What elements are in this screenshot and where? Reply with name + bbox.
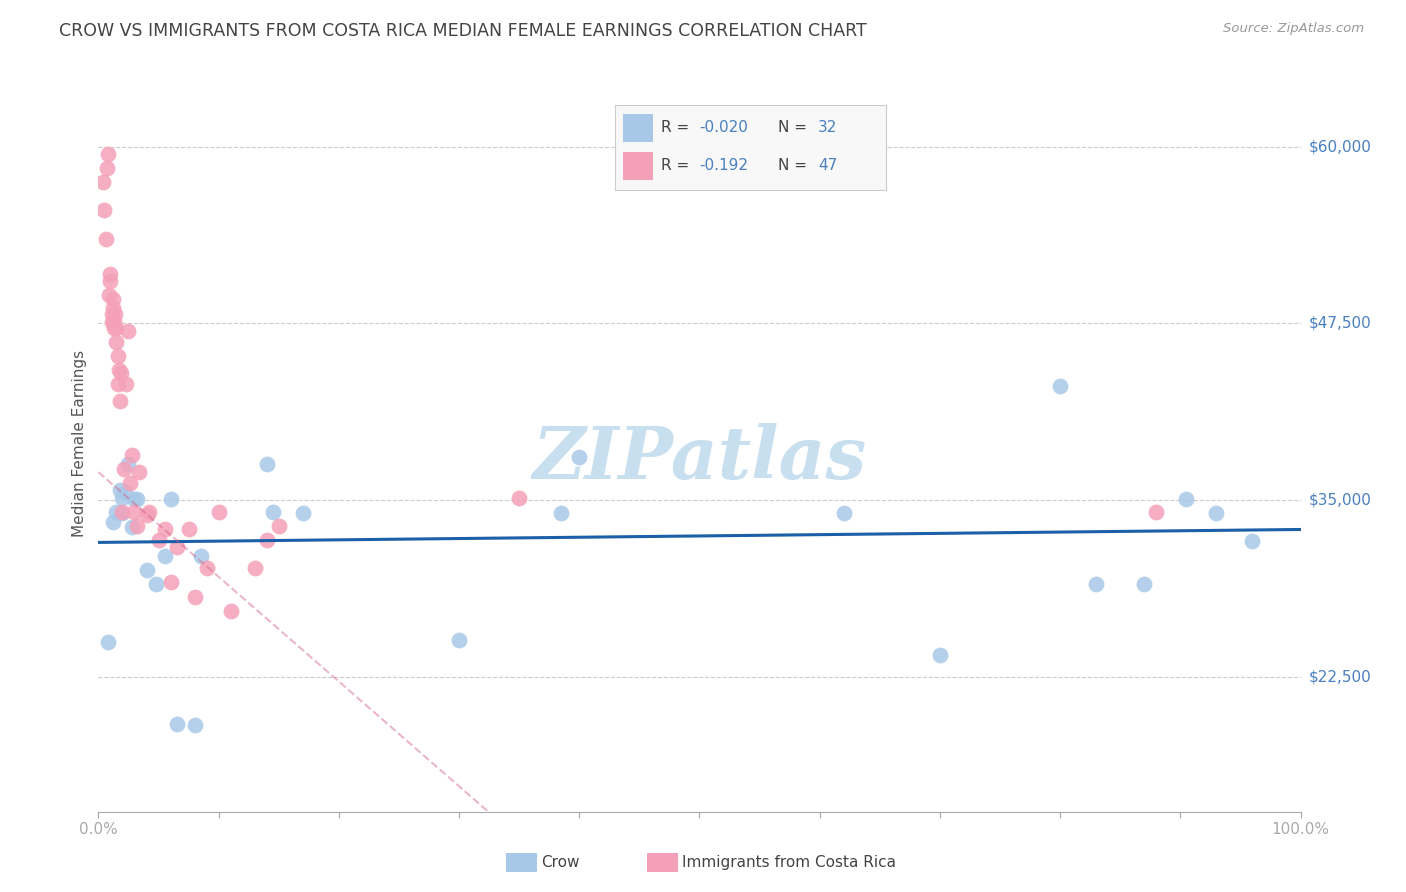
Point [183,718,205,732]
Point [91,175,114,189]
Point [121,520,143,534]
Text: $47,500: $47,500 [1309,316,1372,331]
Point [508,491,530,505]
Point [1241,534,1264,549]
Point [135,563,157,577]
Point [550,506,572,520]
Point [145,577,167,591]
Point [219,604,242,618]
Point [108,363,131,377]
Point [100,315,122,329]
Point [183,590,205,604]
Text: ZIPatlas: ZIPatlas [533,423,866,494]
Point [153,522,176,536]
Text: CROW VS IMMIGRANTS FROM COSTA RICA MEDIAN FEMALE EARNINGS CORRELATION CHART: CROW VS IMMIGRANTS FROM COSTA RICA MEDIA… [59,22,868,40]
Text: Crow: Crow [541,855,579,870]
Point [114,484,136,499]
Point [108,394,131,409]
Text: 32: 32 [818,120,838,136]
Point [118,476,141,491]
Point [568,450,591,464]
Point [97,146,120,161]
Point [148,533,170,547]
Point [98,288,121,302]
Text: -0.192: -0.192 [699,158,748,173]
Text: $22,500: $22,500 [1309,670,1372,685]
Point [107,349,129,363]
Point [110,366,132,380]
Point [291,506,314,520]
Point [125,519,148,533]
Point [1144,505,1167,519]
Point [101,293,124,307]
Point [121,448,143,462]
Text: $60,000: $60,000 [1309,139,1372,154]
Bar [623,113,654,142]
Point [103,313,125,327]
Point [1085,577,1108,591]
Point [100,274,122,288]
Point [195,561,218,575]
Point [159,575,181,590]
Point [1049,378,1071,392]
Point [1133,577,1156,591]
Point [104,307,127,321]
Point [138,505,160,519]
Point [256,457,278,471]
Point [190,549,212,563]
Point [135,508,157,522]
Point [1205,506,1227,520]
Point [94,231,117,245]
Point [97,635,120,649]
Point [117,324,139,338]
Point [105,505,128,519]
Point [111,505,134,519]
Point [111,506,134,520]
Text: N =: N = [778,158,807,173]
Point [243,561,266,575]
Point [105,320,128,334]
Point [107,377,129,392]
Point [262,505,284,519]
Point [112,462,135,476]
Point [93,203,115,218]
Text: R =: R = [661,120,689,136]
Point [111,491,134,505]
Point [159,491,181,506]
Point [105,334,128,349]
Point [124,505,146,519]
Point [177,522,200,536]
Point [267,519,290,533]
Point [166,717,188,731]
Point [832,506,855,520]
Point [96,161,118,175]
Text: Immigrants from Costa Rica: Immigrants from Costa Rica [682,855,896,870]
Point [447,633,470,648]
Point [103,320,125,334]
Point [166,540,188,554]
Text: 47: 47 [818,158,838,173]
Point [108,483,131,498]
Text: N =: N = [778,120,807,136]
Point [101,301,124,315]
Point [124,491,146,506]
Point [125,491,148,506]
Point [100,267,122,281]
Point [208,505,231,519]
Point [256,533,278,547]
Point [153,549,176,563]
Bar [623,152,654,179]
Point [101,515,124,529]
Y-axis label: Median Female Earnings: Median Female Earnings [72,351,87,537]
Text: Source: ZipAtlas.com: Source: ZipAtlas.com [1223,22,1364,36]
Point [1175,491,1198,506]
Point [100,307,122,321]
Point [928,648,950,662]
Text: R =: R = [661,158,689,173]
Point [128,465,150,479]
Point [115,377,138,392]
Point [117,457,139,471]
Text: -0.020: -0.020 [699,120,748,136]
Text: $35,000: $35,000 [1309,493,1372,508]
